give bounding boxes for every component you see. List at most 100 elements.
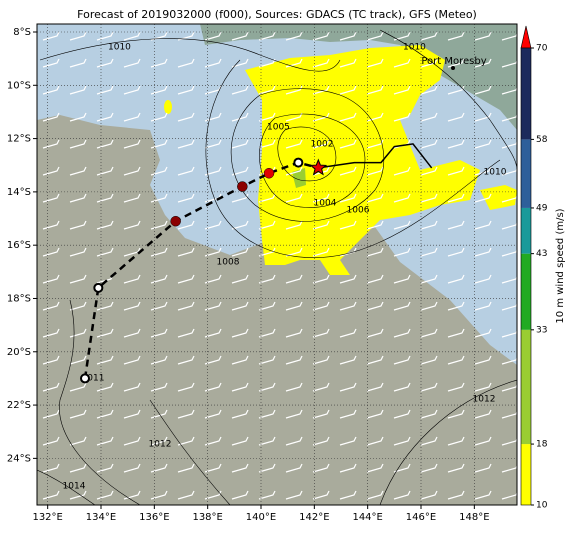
colorbar-tick-label: 70 <box>536 44 548 54</box>
wind-barb <box>150 436 168 446</box>
isobar-label: 1008 <box>217 258 240 268</box>
wind-barb <box>339 463 357 473</box>
wind-barb <box>204 301 222 311</box>
wind-barb <box>231 409 249 419</box>
wind-barb <box>69 490 87 500</box>
wind-barb <box>285 301 303 311</box>
wind-barb <box>393 463 411 473</box>
wind-barb <box>312 463 330 473</box>
wind-barb <box>258 112 276 122</box>
wind-barb <box>204 220 222 230</box>
wind-barb <box>96 112 114 122</box>
wind-barb <box>204 166 222 176</box>
wind-barb <box>501 329 517 338</box>
wind-barb <box>420 247 438 257</box>
wind-barb <box>474 409 492 419</box>
wind-barb <box>231 112 249 122</box>
wind-barb <box>312 193 330 203</box>
wind-barb <box>501 113 517 122</box>
wind-barb <box>447 31 465 41</box>
wind-barb <box>42 58 60 68</box>
wind-barb <box>312 166 330 176</box>
track-point <box>170 215 181 227</box>
wind-barb <box>258 409 276 419</box>
wind-barb <box>312 328 330 338</box>
x-tick-label: 148°E <box>459 512 489 523</box>
wind-barb <box>312 247 330 257</box>
wind-barb <box>420 139 438 149</box>
wind-barb <box>339 274 357 284</box>
wind-barb <box>96 355 114 365</box>
wind-barb <box>231 58 249 68</box>
wind-barb <box>447 463 465 473</box>
grid <box>37 24 517 505</box>
wind-barb <box>312 139 330 149</box>
wind-barb <box>150 274 168 284</box>
wind-barb <box>42 436 60 446</box>
wind-barb <box>312 355 330 365</box>
wind-barb <box>420 166 438 176</box>
wind-barb <box>96 409 114 419</box>
wind-barb <box>123 139 141 149</box>
wind-barb <box>393 355 411 365</box>
isobar-label: 1006 <box>347 206 370 216</box>
wind-barb <box>447 58 465 68</box>
wind-barb <box>177 328 195 338</box>
wind-barb <box>447 85 465 95</box>
wind-barb <box>150 463 168 473</box>
place-marker <box>451 66 455 70</box>
wind-barb <box>285 139 303 149</box>
wind-barb <box>501 356 517 365</box>
wind-barb <box>42 85 60 95</box>
wind-barb <box>69 274 87 284</box>
wind-barb <box>177 355 195 365</box>
wind-barb <box>501 491 517 500</box>
wind-barb <box>501 383 517 392</box>
colorbar-tick-label: 43 <box>536 249 547 259</box>
track-point <box>263 167 275 179</box>
x-tick-label: 146°E <box>406 512 436 523</box>
wind-barb <box>366 85 384 95</box>
wind-barb <box>69 301 87 311</box>
y-tick-label: 10°S <box>7 80 31 91</box>
wind-barb <box>258 382 276 392</box>
wind-barb <box>96 301 114 311</box>
wind-barb <box>69 382 87 392</box>
colorbar-tick-label: 49 <box>536 203 548 213</box>
wind-barb <box>231 85 249 95</box>
y-tick-label: 24°S <box>7 453 31 464</box>
wind-barb <box>123 490 141 500</box>
colorbar-segment <box>521 253 531 330</box>
wind-barb <box>366 58 384 68</box>
wind-barb <box>96 463 114 473</box>
wind-barb <box>447 301 465 311</box>
wind-barb <box>150 85 168 95</box>
wind-barb <box>96 58 114 68</box>
wind-barb <box>447 112 465 122</box>
wind-barb <box>177 463 195 473</box>
wind-barb <box>231 274 249 284</box>
wind-barb <box>312 31 330 41</box>
wind-barb <box>69 193 87 203</box>
track <box>80 143 433 384</box>
y-tick-label: 8°S <box>13 27 31 38</box>
wind-barb <box>339 112 357 122</box>
wind-barb <box>339 301 357 311</box>
wind-barb <box>150 490 168 500</box>
wind-barb <box>474 301 492 311</box>
wind-barb <box>285 409 303 419</box>
wind-barb <box>42 301 60 311</box>
wind-barb <box>447 274 465 284</box>
wind-barb <box>258 247 276 257</box>
wind-barb <box>69 328 87 338</box>
wind-barb <box>96 166 114 176</box>
land-australia <box>37 100 517 505</box>
wind-barbs <box>42 31 517 500</box>
wind-barb <box>231 328 249 338</box>
wind-barb <box>258 355 276 365</box>
wind-barb <box>447 139 465 149</box>
wind-barb <box>123 31 141 41</box>
wind-barb <box>447 247 465 257</box>
wind-barb <box>474 490 492 500</box>
wind-barb <box>150 409 168 419</box>
